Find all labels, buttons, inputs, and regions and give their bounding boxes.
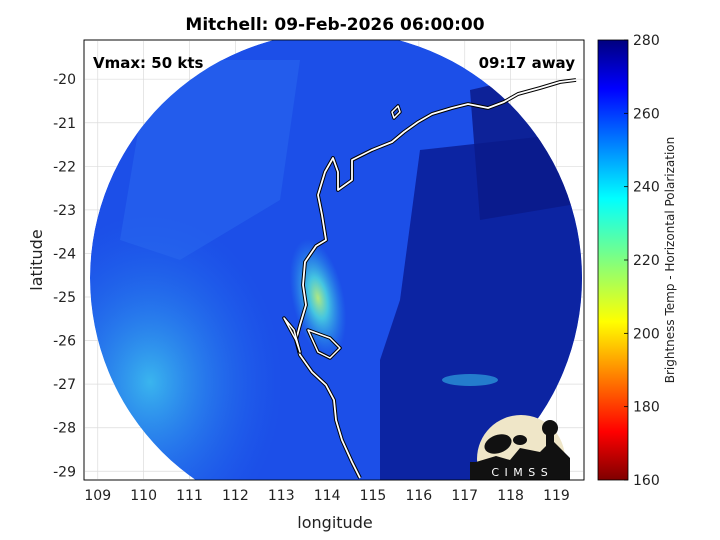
colorbar-tick-label: 200 — [633, 326, 660, 342]
colorbar-tick-label: 220 — [633, 253, 660, 269]
cimss-logo-text: C I M S S — [491, 466, 548, 479]
y-tick-label: -24 — [53, 246, 76, 262]
x-tick-label: 109 — [84, 488, 111, 504]
x-tick-label: 110 — [130, 488, 157, 504]
time-away-annotation: 09:17 away — [479, 54, 576, 72]
vmax-annotation: Vmax: 50 kts — [93, 54, 203, 72]
y-axis-label: latitude — [27, 229, 46, 290]
colorbar-ticks: 280 260 240 220 200 180 160 — [624, 33, 660, 489]
y-tick-label: -20 — [53, 72, 76, 88]
y-axis-ticks: -20 -21 -22 -23 -24 -25 -26 -27 -28 -29 — [53, 72, 76, 480]
x-tick-label: 118 — [497, 488, 524, 504]
x-tick-label: 116 — [405, 488, 432, 504]
colorbar-tick-label: 240 — [633, 180, 660, 196]
x-tick-label: 111 — [176, 488, 203, 504]
y-tick-label: -29 — [53, 464, 76, 480]
colorbar-label: Brightness Temp - Horizontal Polarizatio… — [663, 137, 677, 384]
x-tick-label: 119 — [543, 488, 570, 504]
colorbar-tick-label: 180 — [633, 400, 660, 416]
y-tick-label: -23 — [53, 203, 76, 219]
chart-title: Mitchell: 09-Feb-2026 06:00:00 — [185, 15, 484, 35]
y-tick-label: -28 — [53, 421, 76, 437]
x-tick-label: 114 — [314, 488, 341, 504]
x-tick-label: 112 — [222, 488, 249, 504]
colorbar-tick-label: 280 — [633, 33, 660, 49]
y-tick-label: -25 — [53, 290, 76, 306]
colorbar-tick-label: 160 — [633, 473, 660, 489]
y-tick-label: -21 — [53, 116, 76, 132]
x-tick-label: 115 — [360, 488, 387, 504]
colorbar-tick-label: 260 — [633, 106, 660, 122]
x-axis-label: longitude — [297, 513, 372, 532]
coastline — [282, 78, 577, 479]
plot-area: C I M S S Vmax: 50 kts 09:17 away — [83, 39, 585, 481]
y-tick-label: -26 — [53, 334, 76, 350]
x-tick-label: 113 — [268, 488, 295, 504]
colorbar-scale — [597, 39, 629, 481]
colorbar: 280 260 240 220 200 180 160 Brightness Temp - … — [597, 33, 677, 489]
radar-disk — [90, 40, 582, 480]
cimss-logo: C I M S S — [470, 415, 570, 480]
y-tick-label: -27 — [53, 377, 76, 393]
y-tick-label: -22 — [53, 159, 76, 175]
x-tick-label: 117 — [451, 488, 478, 504]
x-axis-ticks: 109 110 111 112 113 114 115 116 117 118 119 — [84, 488, 569, 504]
